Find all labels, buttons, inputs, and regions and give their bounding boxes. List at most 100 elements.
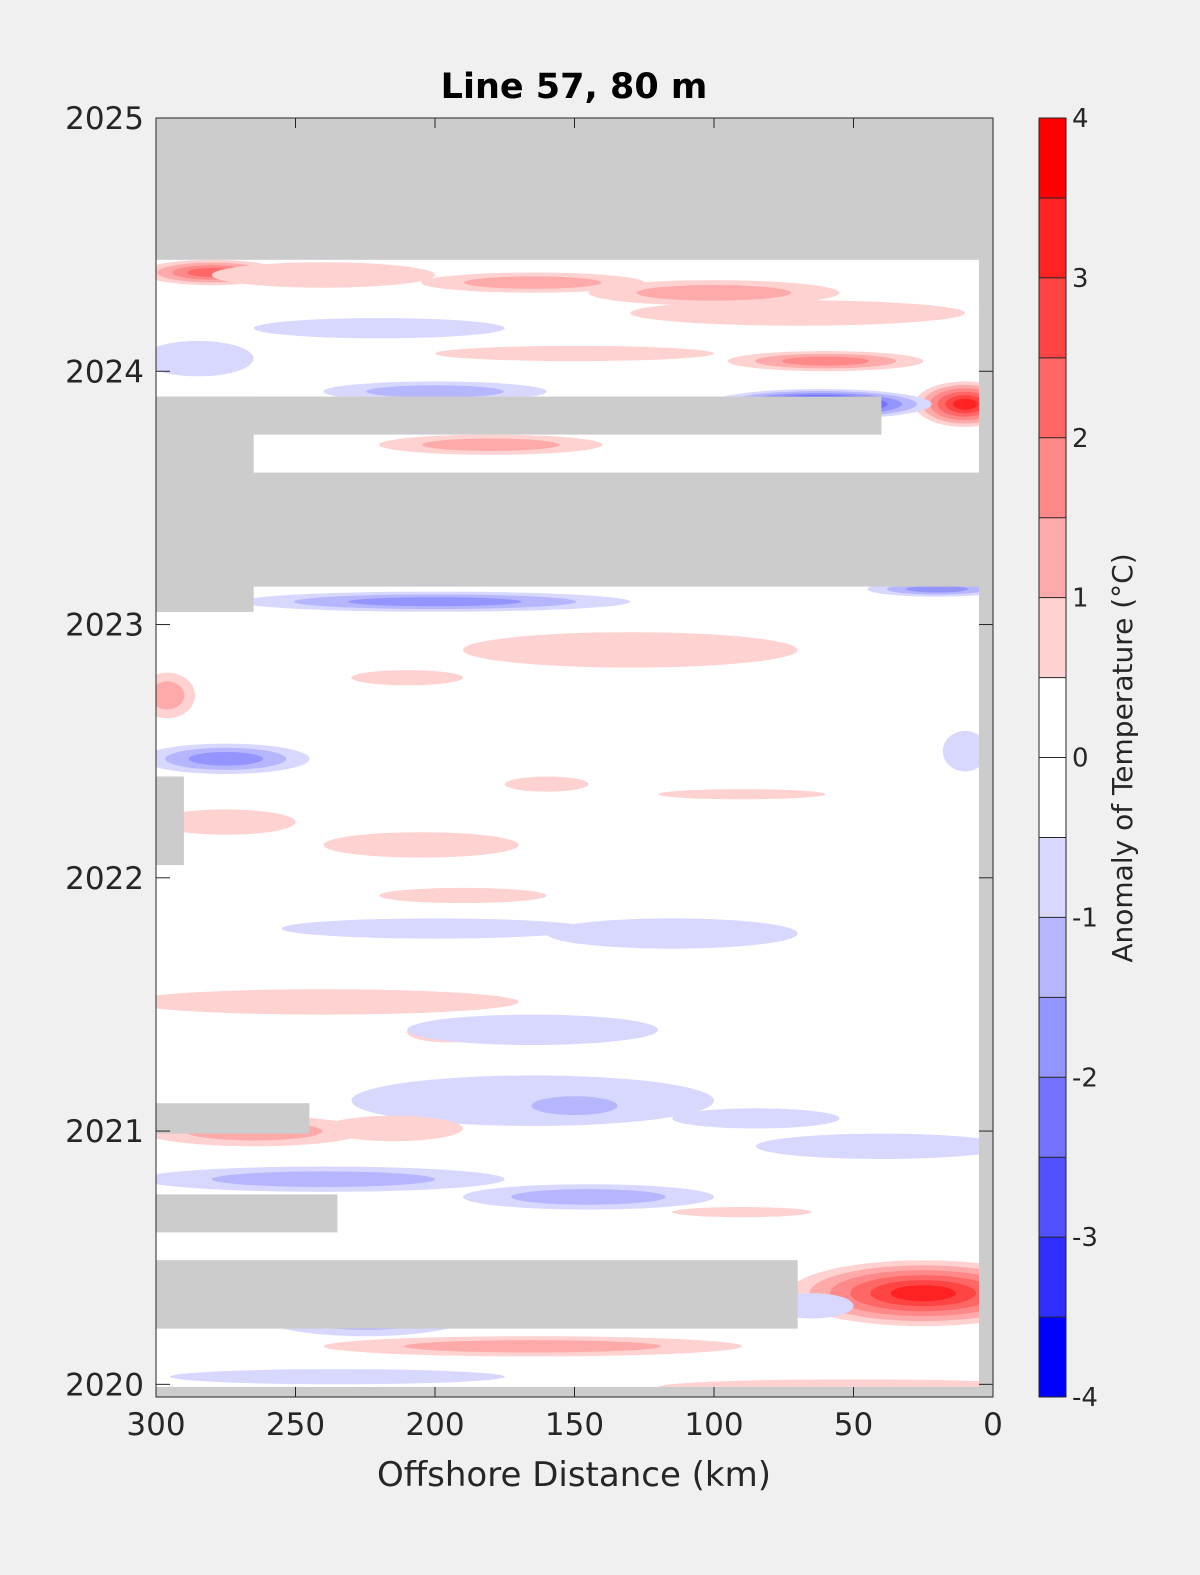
colorbar-swatch xyxy=(1039,997,1066,1078)
anomaly-feature xyxy=(170,1369,505,1385)
anomaly-feature xyxy=(156,672,196,719)
anomaly-contour-level xyxy=(782,356,869,366)
colorbar-tick-label: 2 xyxy=(1072,424,1089,454)
anomaly-feature xyxy=(462,632,798,668)
anomaly-feature xyxy=(421,272,645,293)
anomaly-contour-level xyxy=(407,1014,659,1045)
anomaly-feature xyxy=(727,351,924,372)
anomaly-feature xyxy=(239,591,631,612)
missing-data-band xyxy=(156,472,993,587)
y-axis: 2020 2021 2022 2023 2024 2025 xyxy=(65,101,993,1403)
anomaly-contour-level xyxy=(403,1340,662,1353)
anomaly-feature xyxy=(323,1336,742,1357)
missing-data-band xyxy=(156,1103,310,1134)
colorbar-tick-label: 4 xyxy=(1072,104,1089,134)
anomaly-contour-level xyxy=(636,285,792,301)
anomaly-contour-level xyxy=(188,752,263,766)
anomaly-contour-level xyxy=(156,989,519,1015)
colorbar-swatch xyxy=(1039,837,1066,918)
anomaly-contour-level xyxy=(462,632,798,668)
missing-data-band xyxy=(156,1260,798,1329)
anomaly-contour-level xyxy=(511,1189,666,1205)
anomaly-feature xyxy=(323,381,547,402)
y-tick-label: 2022 xyxy=(65,861,144,897)
anomaly-contour-level xyxy=(379,887,547,904)
anomaly-contour-level xyxy=(366,385,504,398)
anomaly-contour-level xyxy=(630,300,966,326)
colorbar-tick-label: 1 xyxy=(1072,584,1089,614)
anomaly-feature xyxy=(658,789,826,800)
colorbar-swatch xyxy=(1039,1317,1066,1397)
missing-data-band xyxy=(156,396,882,435)
anomaly-feature xyxy=(630,300,966,326)
anomaly-feature xyxy=(351,670,463,686)
anomaly-feature xyxy=(379,434,603,455)
anomaly-feature xyxy=(672,1207,812,1218)
colorbar-tick-label: -3 xyxy=(1072,1223,1098,1253)
anomaly-contour-level xyxy=(156,681,185,710)
anomaly-feature xyxy=(253,318,505,339)
x-tick-label: 0 xyxy=(983,1407,1003,1443)
y-tick-label: 2020 xyxy=(65,1367,144,1403)
x-tick-label: 150 xyxy=(545,1407,604,1443)
colorbar-swatch xyxy=(1039,277,1066,358)
anomaly-contour-level xyxy=(323,832,519,858)
anomaly-contour-level xyxy=(323,1115,463,1142)
colorbar-swatch xyxy=(1039,517,1066,598)
anomaly-contour-level xyxy=(531,1096,618,1116)
anomaly-contour-level xyxy=(942,730,988,772)
anomaly-contour-level xyxy=(422,438,560,451)
anomaly-feature xyxy=(211,262,435,288)
anomaly-contour-level xyxy=(672,1108,840,1129)
colorbar-swatch xyxy=(1039,1237,1066,1317)
anomaly-feature xyxy=(504,1090,645,1121)
anomaly-feature xyxy=(504,776,589,792)
anomaly-contour-level xyxy=(890,1285,956,1302)
colorbar-swatch xyxy=(1039,197,1066,278)
anomaly-feature xyxy=(755,1133,993,1159)
x-tick-label: 100 xyxy=(684,1407,743,1443)
anomaly-contour-level xyxy=(156,340,254,377)
anomaly-contour-level xyxy=(546,918,798,949)
colorbar-swatch xyxy=(1039,757,1066,838)
y-tick-label: 2021 xyxy=(65,1114,144,1150)
anomaly-contour-level xyxy=(351,670,463,686)
anomaly-contour-level xyxy=(464,276,602,289)
anomaly-contour-level xyxy=(211,1171,435,1187)
anomaly-contour-level xyxy=(952,398,978,410)
anomaly-contour-level xyxy=(658,789,826,800)
colorbar-swatch xyxy=(1039,917,1066,998)
anomaly-feature xyxy=(546,918,798,949)
anomaly-contour-level xyxy=(211,262,435,288)
anomaly-feature xyxy=(463,1184,714,1210)
x-axis-label: Offshore Distance (km) xyxy=(377,1455,771,1495)
colorbar-swatch xyxy=(1039,437,1066,518)
y-tick-label: 2023 xyxy=(65,608,144,644)
missing-data-band xyxy=(156,396,254,612)
colorbar-swatch xyxy=(1039,597,1066,678)
x-tick-label: 50 xyxy=(834,1407,873,1443)
colorbar-tick-label: 0 xyxy=(1072,744,1089,774)
anomaly-contour-level xyxy=(170,1369,505,1385)
colorbar-swatch xyxy=(1039,357,1066,438)
anomaly-feature xyxy=(156,1166,505,1192)
colorbar-swatch xyxy=(1039,118,1066,198)
anomaly-contour-level xyxy=(348,597,522,607)
anomaly-feature xyxy=(588,280,840,306)
chart-title: Line 57, 80 m xyxy=(441,67,708,107)
anomaly-feature xyxy=(156,809,296,835)
colorbar-frame xyxy=(1038,117,1067,1398)
anomaly-feature xyxy=(323,1115,463,1142)
colorbar: 4 3 2 1 0 -1 -2 -3 -4 xyxy=(1038,104,1098,1413)
anomaly-contour-level xyxy=(755,1133,993,1159)
anomaly-feature xyxy=(407,1014,659,1045)
colorbar-swatch xyxy=(1039,1157,1066,1238)
anomaly-contour-level xyxy=(435,345,714,362)
colorbar-tick-label: -2 xyxy=(1072,1063,1098,1093)
anomaly-feature xyxy=(942,730,988,772)
x-tick-label: 200 xyxy=(405,1407,464,1443)
anomaly-feature xyxy=(156,743,310,774)
x-axis: 300 250 200 150 100 50 0 xyxy=(126,118,1003,1443)
anomaly-contour-level xyxy=(253,318,505,339)
